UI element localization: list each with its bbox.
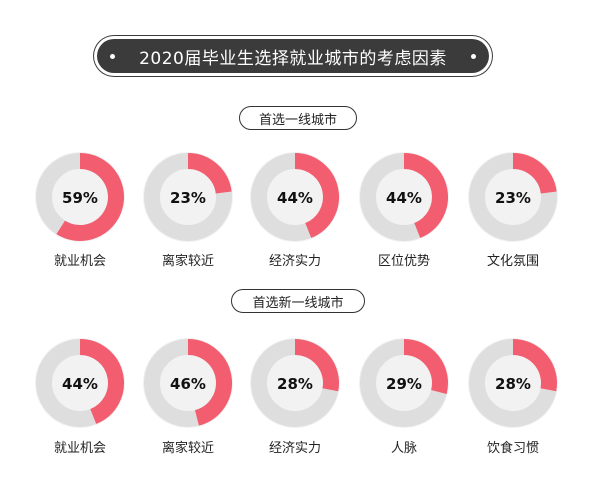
donut-slice-离家较近 xyxy=(187,153,232,194)
donut-slice-人脉 xyxy=(403,339,448,394)
donut-category-label: 就业机会 xyxy=(54,441,106,456)
donut-slice-文化氛围 xyxy=(512,153,557,194)
dot-decoration xyxy=(110,54,115,59)
donut-value-label: 23% xyxy=(495,189,531,207)
donut-slice-就业机会 xyxy=(79,339,124,424)
dot-decoration xyxy=(471,54,476,59)
donut-value-label: 59% xyxy=(62,189,98,207)
page-title: 2020届毕业生选择就业城市的考虑因素 xyxy=(139,48,447,69)
donut-category-label: 离家较近 xyxy=(162,440,214,456)
donut-value-label: 44% xyxy=(277,189,313,207)
donut-value-label: 46% xyxy=(170,375,206,393)
donut-category-label: 就业机会 xyxy=(54,254,106,269)
donut-category-label: 区位优势 xyxy=(378,253,430,269)
donut-value-label: 44% xyxy=(62,375,98,393)
donut-slice-经济实力 xyxy=(294,339,339,392)
donut-slice-离家较近 xyxy=(187,339,232,426)
donut-slice-经济实力 xyxy=(294,153,339,238)
donut-value-label: 28% xyxy=(495,375,531,393)
donut-category-label: 文化氛围 xyxy=(487,254,539,269)
donut-value-label: 44% xyxy=(386,189,422,207)
donut-category-label: 饮食习惯 xyxy=(487,440,539,456)
donut-category-label: 经济实力 xyxy=(269,441,321,456)
donut-category-label: 经济实力 xyxy=(269,254,321,269)
donut-slice-区位优势 xyxy=(403,153,448,238)
page-title-banner: 2020届毕业生选择就业城市的考虑因素 xyxy=(97,39,489,73)
donut-category-label: 离家较近 xyxy=(162,253,214,269)
donut-slice-饮食习惯 xyxy=(512,339,557,392)
section-label-tier1: 首选一线城市 xyxy=(239,106,357,130)
donut-category-label: 人脉 xyxy=(391,441,417,456)
donut-slice-就业机会 xyxy=(56,153,124,241)
donut-value-label: 29% xyxy=(386,375,422,393)
donut-value-label: 23% xyxy=(170,189,206,207)
donut-value-label: 28% xyxy=(277,375,313,393)
section-label-new-tier1: 首选新一线城市 xyxy=(231,289,365,313)
